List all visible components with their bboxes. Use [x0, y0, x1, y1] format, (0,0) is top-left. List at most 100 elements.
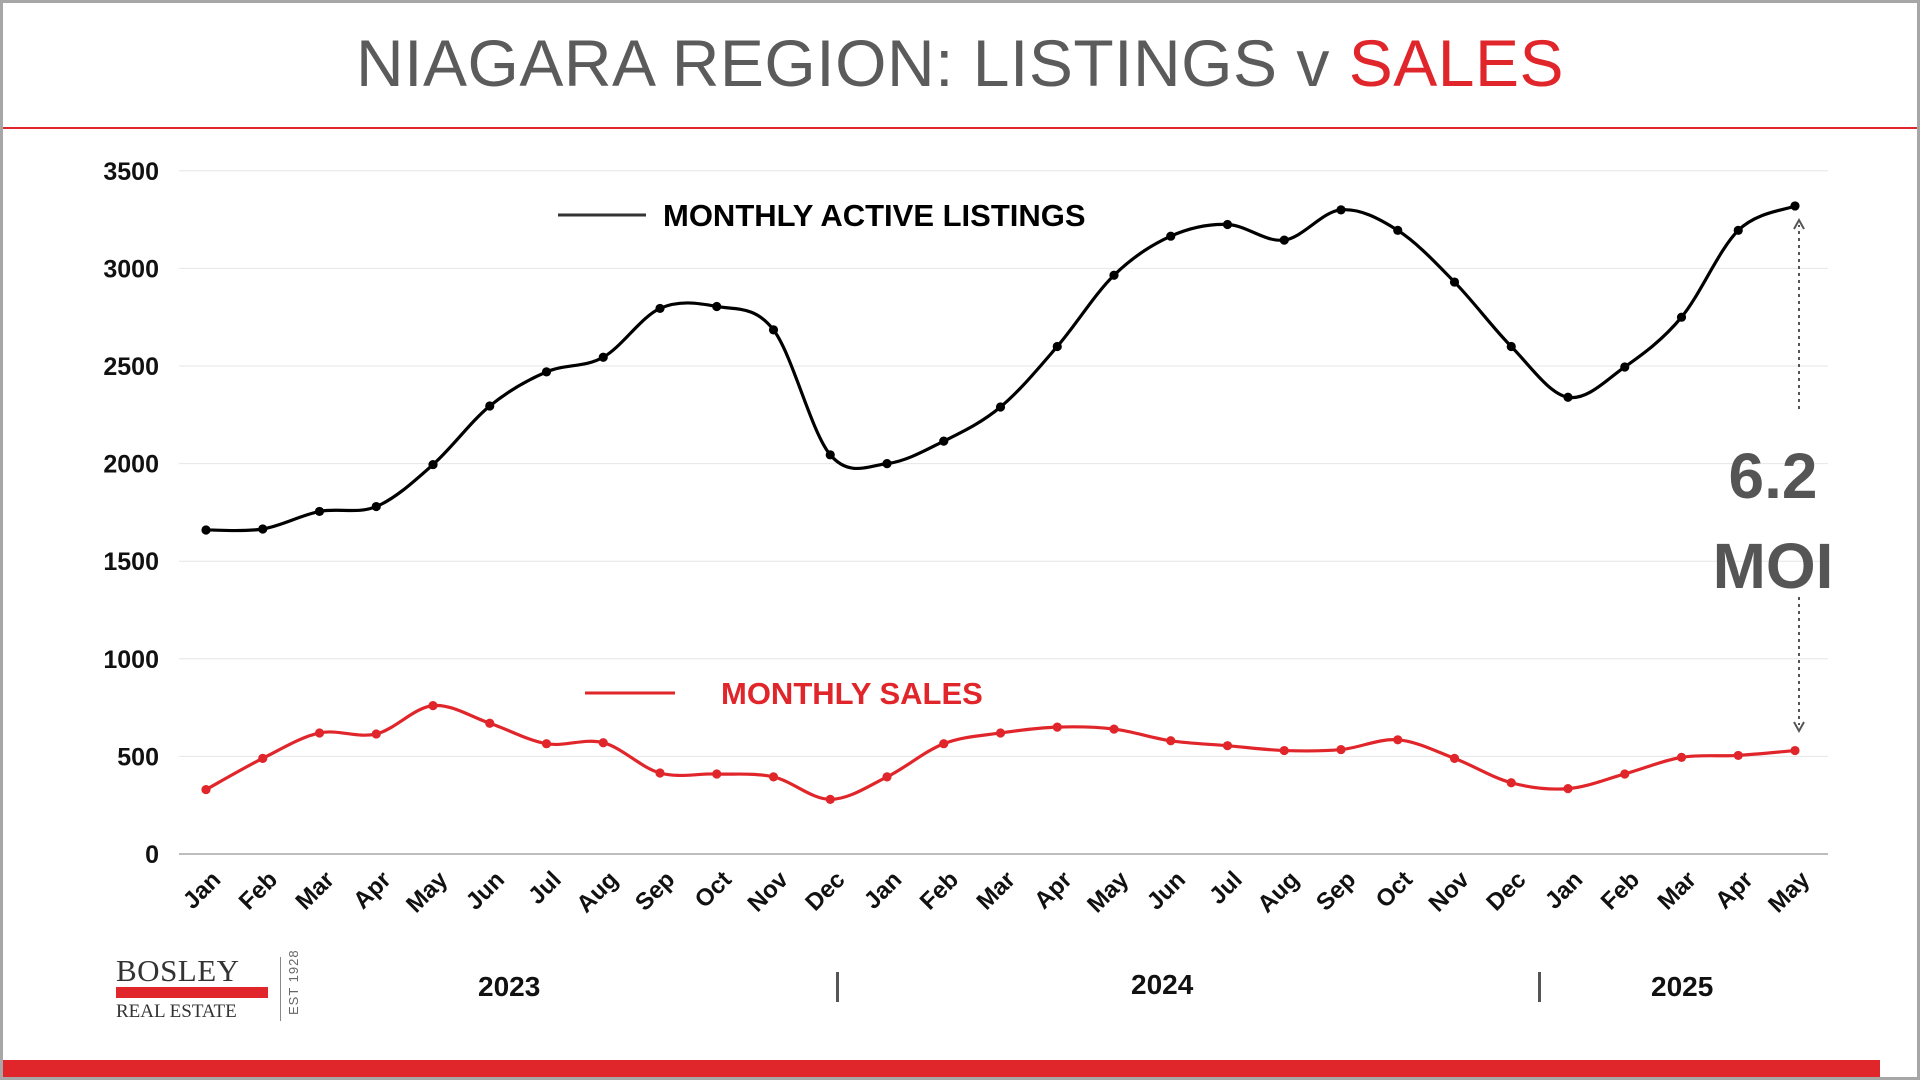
y-tick-label: 2000: [103, 451, 159, 479]
data-point-sales: [712, 769, 722, 779]
footer-accent-bar: [3, 1060, 1880, 1077]
data-point-listings: [1166, 231, 1176, 241]
title-prefix: NIAGARA REGION: LISTINGS v: [355, 26, 1349, 100]
data-point-sales: [939, 739, 949, 749]
y-tick-label: 1500: [103, 548, 159, 576]
data-point-sales: [1506, 778, 1516, 788]
moi-label: MOI: [1712, 530, 1834, 602]
x-tick-label: Apr: [1710, 866, 1758, 914]
data-point-sales: [1393, 735, 1403, 745]
data-point-sales: [1279, 745, 1289, 756]
data-point-sales: [1449, 753, 1460, 763]
x-tick-label: Mar: [1652, 866, 1701, 915]
data-point-listings: [1449, 277, 1460, 287]
x-tick-label: Oct: [1371, 866, 1418, 913]
data-point-listings: [655, 303, 665, 314]
data-point-listings: [1052, 341, 1062, 352]
x-tick-label: May: [1763, 866, 1816, 919]
data-point-sales: [1563, 784, 1573, 794]
legend-label-sales: MONTHLY SALES: [721, 676, 983, 711]
data-point-sales: [598, 738, 608, 748]
data-point-listings: [258, 524, 268, 534]
x-tick-label: May: [1082, 866, 1135, 919]
data-point-listings: [1279, 235, 1289, 245]
data-point-sales: [655, 768, 665, 778]
year-label-2025: 2025: [1651, 971, 1714, 1002]
y-tick-label: 3500: [103, 158, 159, 186]
x-tick-label: Feb: [915, 866, 964, 915]
y-tick-label: 2500: [103, 353, 159, 381]
data-point-sales: [995, 728, 1006, 738]
data-point-listings: [995, 402, 1006, 412]
x-tick-label: Jan: [859, 866, 907, 914]
x-tick-label: Oct: [690, 866, 737, 913]
year-separator: [1538, 972, 1541, 1002]
data-point-listings: [371, 501, 381, 512]
data-point-sales: [882, 772, 892, 782]
data-point-sales: [768, 772, 779, 782]
x-tick-label: Jul: [1204, 866, 1248, 910]
year-separator: [836, 972, 839, 1002]
x-tick-label: Jul: [523, 866, 567, 910]
x-tick-label: Jun: [1142, 866, 1191, 915]
data-point-listings: [314, 506, 325, 517]
data-point-sales: [1336, 744, 1346, 755]
year-label-2024: 2024: [1131, 969, 1194, 1000]
x-tick-label: Aug: [1252, 866, 1304, 918]
data-point-listings: [939, 436, 949, 446]
x-tick-label: Nov: [1424, 866, 1476, 918]
data-point-listings: [485, 401, 495, 411]
data-point-listings: [201, 525, 211, 535]
moi-arrow: [1793, 217, 1805, 734]
data-point-sales: [1790, 745, 1800, 756]
x-tick-label: Sep: [1311, 866, 1361, 916]
legend-label-listings: MONTHLY ACTIVE LISTINGS: [663, 198, 1086, 233]
data-point-sales: [1222, 741, 1233, 751]
x-tick-label: Jan: [1540, 866, 1588, 914]
x-tick-label: Apr: [1029, 866, 1077, 914]
y-tick-label: 3000: [103, 255, 159, 283]
x-tick-label: Jun: [461, 866, 510, 915]
data-point-listings: [768, 325, 779, 335]
x-tick-label: Sep: [630, 866, 680, 916]
y-tick-label: 0: [145, 841, 159, 869]
data-point-sales: [371, 729, 381, 739]
bosley-logo: BOSLEY REAL ESTATE EST 1928: [116, 949, 306, 1023]
x-tick-label: Apr: [348, 866, 396, 914]
data-point-sales: [201, 784, 211, 795]
x-tick-label: Feb: [234, 866, 283, 915]
data-point-sales: [825, 794, 835, 804]
series-line-sales: [205, 704, 1796, 801]
data-point-listings: [1563, 392, 1573, 402]
data-point-listings: [882, 459, 892, 469]
data-point-listings: [598, 352, 608, 362]
y-axis-ticks: 0 500 1000 1500 2000 2500 3000 3500: [103, 158, 159, 869]
data-point-sales: [1676, 752, 1687, 762]
x-tick-label: Jan: [178, 866, 226, 914]
data-point-sales: [1620, 769, 1630, 779]
x-tick-label: Nov: [743, 866, 795, 918]
y-tick-label: 1000: [103, 646, 159, 674]
data-point-listings: [825, 450, 835, 460]
data-point-listings: [541, 367, 552, 377]
data-point-listings: [1336, 205, 1346, 215]
data-point-listings: [1620, 362, 1630, 372]
x-tick-label: Feb: [1596, 866, 1645, 915]
x-tick-label: Dec: [800, 866, 850, 916]
x-tick-label: Mar: [971, 866, 1020, 915]
moi-annotation: 6.2 MOI: [1708, 431, 1838, 611]
data-point-sales: [428, 701, 438, 711]
data-point-sales: [1733, 750, 1743, 761]
data-point-listings: [1790, 201, 1800, 211]
data-point-listings: [1109, 270, 1119, 280]
chart-series: [201, 201, 1800, 804]
x-tick-label: Dec: [1481, 866, 1531, 916]
data-point-listings: [1733, 225, 1743, 235]
logo-subtitle: REAL ESTATE: [116, 1001, 237, 1022]
data-point-sales: [1109, 724, 1119, 734]
moi-value: 6.2: [1728, 440, 1818, 512]
data-point-listings: [1222, 219, 1233, 230]
logo-divider: [280, 957, 281, 1021]
